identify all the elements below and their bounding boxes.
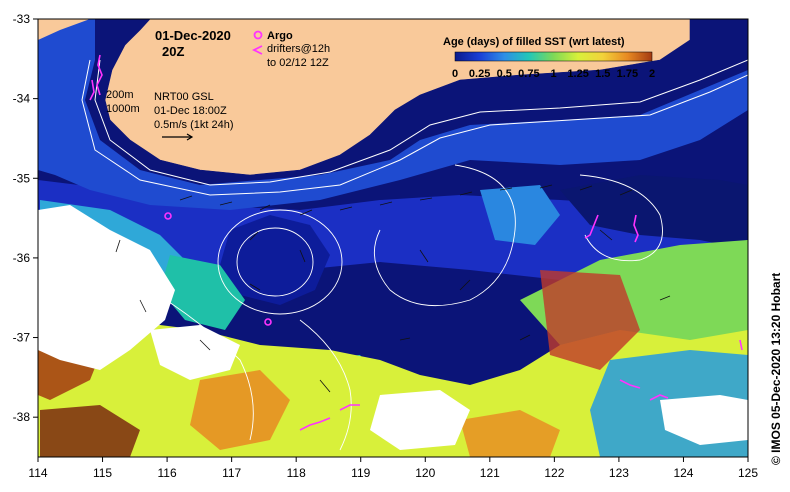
current-vectors: [115, 184, 671, 393]
eddy-contour-outer: [217, 209, 343, 315]
x-tick-label: 120: [415, 466, 435, 480]
y-tick-label: -38: [13, 410, 31, 424]
product-date: 01-Dec 18:00Z: [154, 105, 227, 117]
land-northwest: [38, 19, 90, 40]
x-tick-label: 118: [287, 466, 306, 480]
legend-tick-label: 0: [452, 68, 458, 80]
map-time: 20Z: [162, 44, 184, 59]
legend-tick-label: 0.5: [497, 68, 512, 80]
y-axis: -33 -34 -35 -36 -37 -38: [13, 12, 38, 424]
cyan-patch-central: [480, 185, 560, 245]
eddy-contour-east: [579, 174, 663, 262]
legend-tick-label: 0.25: [469, 68, 490, 80]
map-plot-area: [38, 19, 748, 457]
legend-tick-label: 1.25: [567, 68, 588, 80]
drifter-tracks: [89, 54, 743, 431]
argo-legend-icon: [253, 30, 263, 40]
x-tick-label: 121: [480, 466, 500, 480]
argo-float-1: [164, 212, 172, 220]
drifter-legend-icon: [251, 45, 263, 55]
x-tick-label: 115: [93, 466, 112, 480]
drifters-window-label: to 02/12 12Z: [267, 57, 329, 69]
x-tick-label: 114: [28, 466, 47, 480]
brown-patch-southwest: [40, 405, 140, 457]
orange-patch-south-central: [460, 410, 560, 457]
x-tick-label: 124: [673, 466, 693, 480]
x-tick-label: 123: [609, 466, 629, 480]
credit-label: © IMOS 05-Dec-2020 13:20 Hobart: [769, 273, 783, 465]
y-tick-label: -36: [13, 251, 31, 265]
legend-ticks: 0 0.25 0.5 0.75 1 1.25 1.5 1.75 2: [452, 68, 655, 80]
scale-arrowhead-icon: [186, 133, 194, 141]
y-tick-label: -33: [13, 12, 31, 26]
ssh-contour-southwest: [149, 289, 254, 441]
teal-patch: [160, 255, 245, 330]
legend-tick-label: 2: [649, 68, 655, 80]
legend-tick-label: 1.75: [617, 68, 638, 80]
orange-patch-south: [190, 370, 290, 450]
argo-legend-label: Argo: [267, 30, 293, 42]
x-tick-label: 122: [544, 466, 564, 480]
y-tick-label: -35: [13, 171, 31, 185]
eddy-region: [220, 215, 330, 305]
cloud-gap-west: [38, 205, 175, 370]
x-tick-label: 119: [351, 466, 370, 480]
legend-tick-label: 1.5: [595, 68, 610, 80]
eddy-contour-central: [373, 164, 516, 307]
x-axis: 114 115 116 117 118 119 120 121 122 123 124 125: [28, 457, 758, 480]
drifters-legend-label: drifters@12h: [267, 43, 330, 55]
plot-frame: [37, 18, 749, 458]
ssh-contour-south: [299, 319, 352, 451]
red-patch-east: [540, 270, 640, 370]
product-label: NRT00 GSL: [154, 91, 214, 103]
map-date: 01-Dec-2020: [155, 28, 231, 43]
argo-float-2: [264, 318, 272, 326]
contour-1000m: [81, 59, 748, 196]
cloud-gap-southeast: [660, 395, 748, 445]
x-tick-label: 116: [158, 466, 177, 480]
x-tick-label: 125: [738, 466, 758, 480]
contour-1000m-label: 1000m: [106, 103, 140, 115]
scale-label: 0.5m/s (1kt 24h): [154, 119, 233, 131]
ocean-shelf-band: [38, 19, 748, 210]
legend-title: Age (days) of filled SST (wrt latest): [443, 36, 625, 48]
eddy-contour-inner: [236, 227, 314, 297]
cloud-gap-south: [370, 390, 470, 450]
x-tick-label: 117: [222, 466, 241, 480]
legend-tick-label: 0.75: [518, 68, 539, 80]
y-tick-label: -37: [13, 331, 31, 345]
legend-tick-label: 1: [550, 68, 556, 80]
contour-200m: [94, 59, 748, 186]
legend-colorbar: [454, 51, 653, 62]
ocean-east-patch: [560, 175, 748, 250]
contour-200m-label: 200m: [106, 89, 134, 101]
y-tick-label: -34: [13, 92, 31, 106]
